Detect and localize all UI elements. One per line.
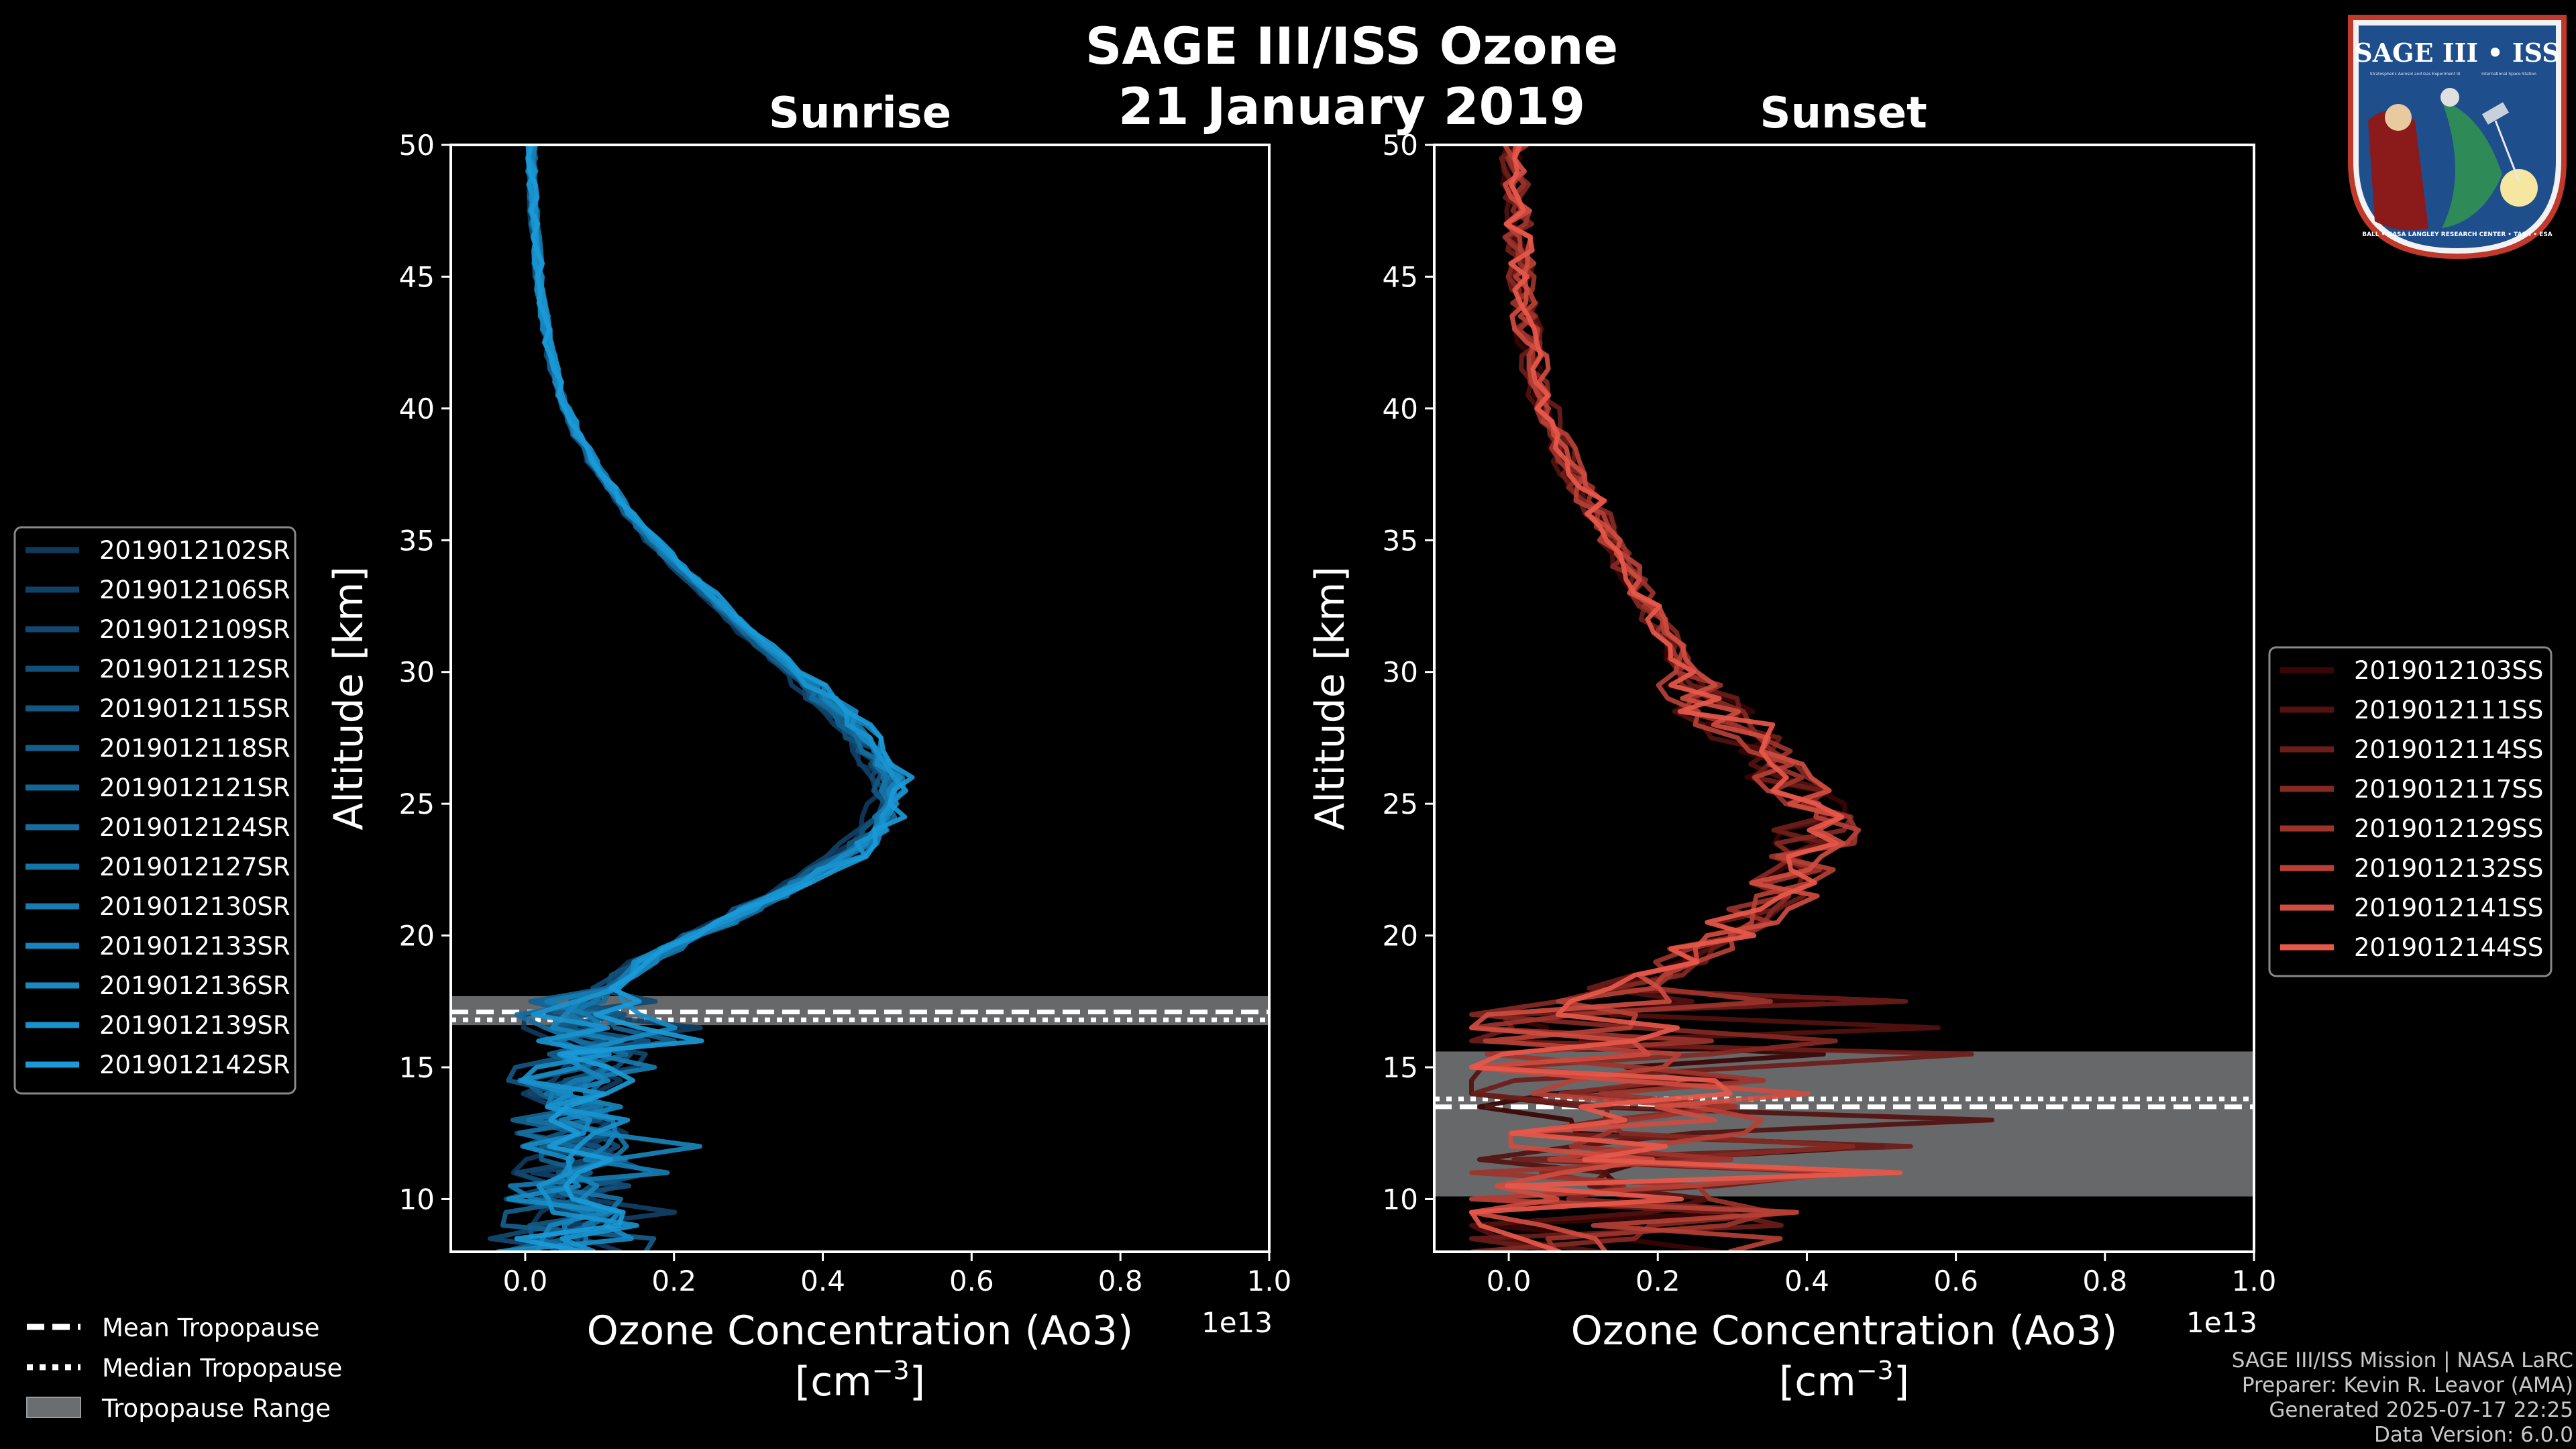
sage-mission-badge: SAGE III • ISS Stratospheric Aerosol and… <box>2348 15 2567 259</box>
y-tick-label: 50 <box>399 129 435 162</box>
sunrise-legend: 2019012102SR 2019012106SR 2019012109SR 2019… <box>13 526 297 1095</box>
y-tick-label: 15 <box>1383 1051 1418 1084</box>
legend-label: 2019012106SR <box>99 576 290 604</box>
badge-subtitle-right: International Space Station <box>2481 72 2536 76</box>
legend-label: 2019012102SR <box>99 536 290 565</box>
y-tick-label: 40 <box>1383 392 1418 425</box>
x-tick-label: 0.6 <box>1933 1265 1978 1297</box>
panel-title-sunset: Sunset <box>1760 89 1927 138</box>
legend-label: 2019012142SR <box>99 1051 290 1079</box>
badge-station-icon <box>2481 102 2510 125</box>
x-tick-label: 0.0 <box>503 1265 548 1297</box>
legend-label: 2019012129SS <box>2354 814 2543 843</box>
profile-line-2019012142SR <box>514 145 915 1252</box>
x-axis-label: Ozone Concentration (Ao3) <box>587 1307 1134 1354</box>
y-tick-label: 35 <box>399 524 435 557</box>
legend-label: 2019012132SS <box>2354 854 2543 883</box>
sunset-legend: 2019012103SS 2019012111SS 2019012114SS 2019… <box>2268 646 2553 977</box>
tropopause-range-swatch <box>26 1397 81 1418</box>
y-tick-label: 45 <box>399 260 435 293</box>
y-tick-label: 50 <box>1383 129 1418 162</box>
y-tick-label: 25 <box>399 788 435 820</box>
y-axis-label: Altitude [km] <box>1307 566 1354 830</box>
y-tick-label: 15 <box>399 1051 435 1084</box>
profile-line-2019012144SS <box>1469 145 1903 1252</box>
legend-label: 2019012141SS <box>2354 894 2543 922</box>
badge-subtitle-left: Stratospheric Aerosol and Gas Experiment… <box>2370 72 2461 76</box>
x-tick-label: 1.0 <box>2232 1265 2277 1297</box>
figure-title-line2: 21 January 2019 <box>1118 76 1585 136</box>
legend-box <box>2268 646 2553 977</box>
y-tick-label: 25 <box>1383 788 1418 820</box>
badge-name: SAGE III • ISS <box>2354 38 2560 68</box>
plot-frame <box>449 144 1271 1253</box>
legend-label: 2019012121SR <box>99 773 290 802</box>
badge-ring-text: BALL • NASA LANGLEY RESEARCH CENTER • TA… <box>2362 231 2553 238</box>
x-tick-label: 0.6 <box>949 1265 994 1297</box>
mean-tropopause-label: Mean Tropopause <box>102 1313 320 1342</box>
x-tick-label: 1.0 <box>1247 1265 1292 1297</box>
x-tick-label: 0.2 <box>1635 1265 1680 1297</box>
figure-title-line1: SAGE III/ISS Ozone <box>1085 16 1618 76</box>
x-tick-label: 0.4 <box>1784 1265 1829 1297</box>
legend-label: 2019012115SR <box>99 694 290 723</box>
median-tropopause-label: Median Tropopause <box>102 1354 342 1383</box>
y-tick-label: 20 <box>1383 920 1418 953</box>
x-tick-label: 0.0 <box>1487 1265 1532 1297</box>
legend-label: 2019012114SS <box>2354 735 2543 764</box>
credit-generated: Generated 2025-07-17 22:25 <box>2269 1398 2573 1422</box>
profile-line-2019012132SS <box>1469 145 1862 1252</box>
legend-box <box>13 526 297 1095</box>
badge-sun-icon <box>2500 169 2538 207</box>
badge-astronomer-head-icon <box>2385 104 2412 131</box>
legend-label: 2019012139SR <box>99 1011 290 1040</box>
legend-label: 2019012124SR <box>99 813 290 842</box>
x-tick-label: 0.8 <box>1098 1265 1143 1297</box>
y-tick-label: 30 <box>399 656 435 689</box>
plot-frame <box>1433 144 2255 1253</box>
sunset-panel: 0.0 0.2 0.4 0.6 0.8 1.0 10 15 20 25 30 35 40 45 50 1e13… <box>1307 129 2276 1405</box>
legend-label: 2019012144SS <box>2354 933 2543 962</box>
x-tick-label: 0.4 <box>800 1265 845 1297</box>
badge-moon-icon <box>2440 88 2459 107</box>
x-tick-label: 0.8 <box>2082 1265 2127 1297</box>
credit-mission: SAGE III/ISS Mission | NASA LaRC <box>2232 1348 2573 1373</box>
y-tick-label: 35 <box>1383 524 1418 557</box>
y-tick-label: 45 <box>1383 260 1418 293</box>
legend-label: 2019012136SR <box>99 971 290 1000</box>
y-tick-label: 10 <box>399 1183 435 1216</box>
y-tick-label: 10 <box>1383 1183 1418 1216</box>
tropopause-range-label: Tropopause Range <box>101 1394 331 1423</box>
legend-label: 2019012117SS <box>2354 775 2543 804</box>
x-offset-label: 1e13 <box>1201 1306 1273 1339</box>
legend-label: 2019012109SR <box>99 615 290 644</box>
credit-preparer: Preparer: Kevin R. Leavor (AMA) <box>2242 1373 2573 1397</box>
x-offset-label: 1e13 <box>2186 1306 2257 1339</box>
profile-line-2019012133SR <box>526 145 902 1252</box>
sunrise-panel: 0.0 0.2 0.4 0.6 0.8 1.0 10 15 20 25 30 35 40 45 50 1e13… <box>325 129 1291 1405</box>
x-axis-label: Ozone Concentration (Ao3) <box>1571 1307 2118 1354</box>
legend-label: 2019012103SS <box>2354 656 2543 685</box>
legend-label: 2019012127SR <box>99 853 290 881</box>
legend-label: 2019012130SR <box>99 892 290 921</box>
legend-label: 2019012111SS <box>2354 696 2543 724</box>
y-tick-label: 20 <box>399 920 435 953</box>
x-axis-units: [cm−3] <box>1779 1356 1909 1405</box>
y-tick-label: 30 <box>1383 656 1418 689</box>
y-axis-label: Altitude [km] <box>325 566 372 830</box>
x-tick-label: 0.2 <box>651 1265 696 1297</box>
legend-label: 2019012118SR <box>99 734 290 763</box>
y-tick-label: 40 <box>399 392 435 425</box>
tropopause-legend: Mean Tropopause Median Tropopause Tropop… <box>26 1313 342 1423</box>
legend-label: 2019012133SR <box>99 932 290 961</box>
x-axis-units: [cm−3] <box>795 1356 925 1405</box>
credit-data-version: Data Version: 6.0.0 <box>2374 1423 2573 1447</box>
legend-label: 2019012112SR <box>99 655 290 684</box>
panel-title-sunrise: Sunrise <box>769 89 951 138</box>
